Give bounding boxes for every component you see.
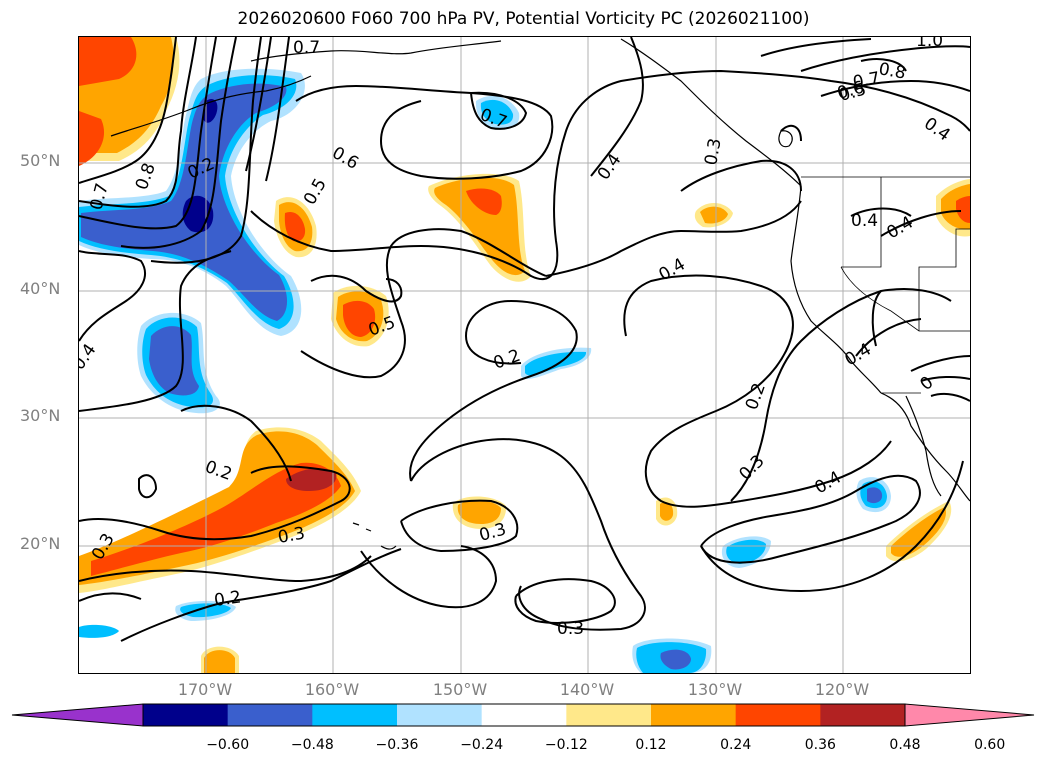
shade-positive-small3-2 xyxy=(660,502,674,521)
map-panel: 0.7 0.7 0.6 0.5 0.4 0.3 0.4 0.2 0.2 0.4 … xyxy=(78,36,971,674)
colorbar-swatch xyxy=(227,704,313,726)
contour-label: 0.5 xyxy=(300,175,331,208)
contour-label: 0.4 xyxy=(884,212,917,243)
shade-positive-nw-core xyxy=(79,37,137,86)
shade-negative-nw-inner xyxy=(81,83,288,321)
colorbar-swatch xyxy=(820,704,906,726)
graticule xyxy=(79,37,970,673)
contour-label: 0.4 xyxy=(79,340,101,374)
colorbar-swatches xyxy=(11,703,1035,727)
contour-label: 1.0 xyxy=(916,37,943,51)
colorbar-swatch xyxy=(735,704,821,726)
lon-label-160w: 160°W xyxy=(304,680,360,699)
colorbar-swatch xyxy=(481,704,567,726)
pv-contours xyxy=(79,37,970,642)
shade-negative-nw-core2 xyxy=(203,99,218,123)
colorbar-extend-max xyxy=(904,703,1035,727)
colorbar-tick-label: 0.24 xyxy=(720,737,752,753)
lon-label-130w: 130°W xyxy=(687,680,743,699)
colorbar-tick-label: −0.36 xyxy=(375,737,419,753)
lat-label-20n: 20°N xyxy=(20,534,61,553)
lon-label-120w: 120°W xyxy=(814,680,870,699)
shade-negative-small5-3 xyxy=(660,649,691,670)
shade-positive-band-core xyxy=(286,468,337,491)
contour-label: 0.4 xyxy=(812,467,845,498)
contour-label: 0.2 xyxy=(742,380,770,412)
contour-label: 0.7 xyxy=(851,69,881,93)
colorbar-tick-label: −0.12 xyxy=(544,737,588,753)
shade-negative-small7 xyxy=(79,624,119,638)
colorbar-tick-label: 0.12 xyxy=(635,737,667,753)
shade-negative-small1-2 xyxy=(525,351,587,376)
colorbar-swatch xyxy=(143,704,229,726)
contour-label: 0.3 xyxy=(557,619,584,639)
colorbar-tick-label: −0.24 xyxy=(460,737,504,753)
contour-label: 0.4 xyxy=(920,114,954,146)
shade-positive-band-inner xyxy=(91,462,341,576)
contour-label: 0.3 xyxy=(735,451,768,484)
contour-label: 0.4 xyxy=(851,211,878,231)
colorbar-tick-label: 0.48 xyxy=(889,737,921,753)
shade-positive-nw-core2 xyxy=(79,111,105,166)
colorbar-swatch xyxy=(651,704,737,726)
lon-label-150w: 150°W xyxy=(432,680,488,699)
shade-positive-small2-2 xyxy=(700,206,728,224)
shade-positive-small5-2 xyxy=(204,650,235,673)
contour-label: 0.4 xyxy=(656,254,689,285)
contour-label: 0.3 xyxy=(276,524,306,548)
shade-negative-small2-2 xyxy=(480,99,514,125)
contour-label: 0.7 xyxy=(293,38,320,58)
lon-label-140w: 140°W xyxy=(559,680,615,699)
contour-label: 0 xyxy=(916,373,937,395)
contour-label: 0.4 xyxy=(594,150,626,184)
colorbar-tick-label: −0.48 xyxy=(290,737,334,753)
shade-negative-small4-3 xyxy=(867,487,883,504)
shade-positive-blob1-3 xyxy=(284,211,306,242)
coastlines xyxy=(110,38,970,550)
colorbar xyxy=(11,703,1035,727)
contour-label: 0.8 xyxy=(877,59,907,83)
shade-positive-blob3-3 xyxy=(466,188,502,215)
contour-label: 0.3 xyxy=(701,137,725,167)
contour-label: 0.6 xyxy=(329,143,362,174)
colorbar-swatch xyxy=(566,704,652,726)
contour-label: 0.2 xyxy=(491,346,523,374)
map-title: 2026020600 F060 700 hPa PV, Potential Vo… xyxy=(237,9,810,29)
shade-positive-blob2-3 xyxy=(343,300,376,337)
contour-label: 0.2 xyxy=(213,587,243,611)
lat-label-40n: 40°N xyxy=(20,279,61,298)
colorbar-tick-label: 0.36 xyxy=(804,737,836,753)
shade-positive-east-3 xyxy=(956,196,970,223)
lat-label-30n: 30°N xyxy=(20,406,61,425)
shading-layer xyxy=(79,37,970,673)
contour-label: 0.8 xyxy=(132,160,160,192)
contour-label: 0.4 xyxy=(842,339,875,370)
shade-positive-small1-2 xyxy=(457,500,501,524)
colorbar-extend-min xyxy=(11,703,144,727)
colorbar-tick-label: −0.60 xyxy=(206,737,250,753)
lat-label-50n: 50°N xyxy=(20,151,61,170)
pv-map: 0.7 0.7 0.6 0.5 0.4 0.3 0.4 0.2 0.2 0.4 … xyxy=(79,37,970,673)
colorbar-swatch xyxy=(312,704,398,726)
political-borders xyxy=(801,176,970,394)
contour-label: 0.2 xyxy=(202,457,234,485)
colorbar-tick-label: 0.60 xyxy=(974,737,1006,753)
lon-label-170w: 170°W xyxy=(177,680,233,699)
colorbar-swatch xyxy=(397,704,483,726)
shade-positive-small4-2 xyxy=(891,507,947,557)
shade-negative-mid-3 xyxy=(149,326,199,396)
